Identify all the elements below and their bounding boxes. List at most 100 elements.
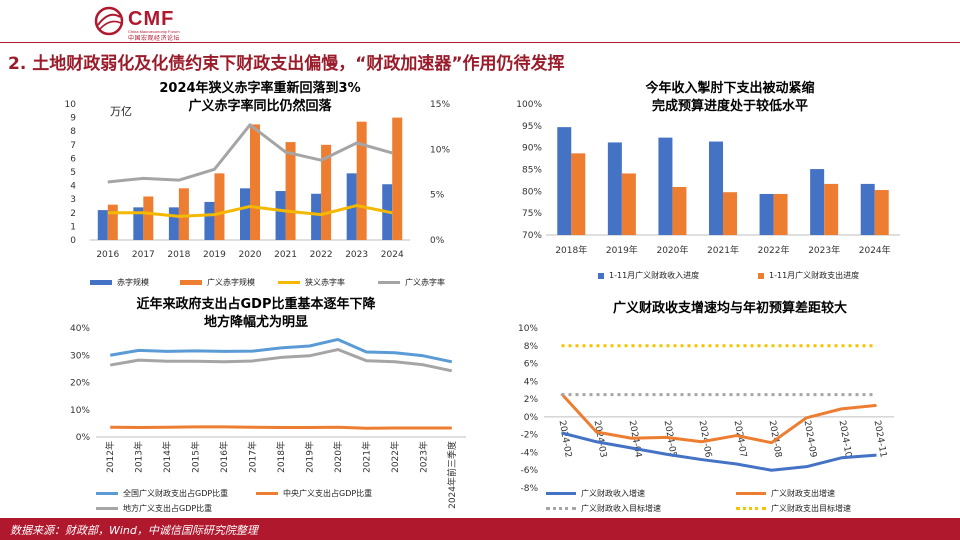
- x-tick-label: 2015年: [190, 441, 202, 473]
- y-tick-label: 10%: [70, 406, 90, 416]
- progress-plot: 70% 75% 80% 85% 90% 95% 100% 2018年 2019年 2020年 202…: [516, 100, 900, 256]
- y-tick-right: 10%: [430, 145, 450, 155]
- x-tick-label: 2024-11: [872, 420, 888, 459]
- bar-revenue-progress: [709, 141, 723, 235]
- bar-broad-deficit: [178, 188, 189, 240]
- x-tick-label: 2019: [203, 250, 226, 260]
- growth-plot: -8% -6% -4% -2% 0% 2% 4% 6% 8% 10% 2024-02 2024-03 2…: [518, 324, 894, 494]
- x-tick-label: 2021年: [360, 441, 372, 473]
- x-tick-label: 2016: [96, 250, 119, 260]
- y-tick-left: 3: [70, 195, 76, 205]
- x-tick-label: 2014年: [161, 441, 173, 473]
- y-tick-left: 5: [70, 168, 76, 178]
- line-local-share: [109, 348, 453, 373]
- legend-item-narrow-rate: 狭义赤字率: [278, 277, 378, 288]
- x-tick-label: 2023: [345, 250, 368, 260]
- bar-broad-deficit: [392, 117, 403, 240]
- gdp-share-chart-title-1: 近年来政府支出占GDP比重基本逐年下降: [136, 297, 376, 312]
- deficit-legend: 赤字规模 广义赤字规模 狭义赤字率 广义赤字率: [90, 277, 490, 288]
- y-tick-label: 8%: [524, 342, 539, 352]
- legend-item-central-share: 中央广义支出占GDP比重: [256, 488, 416, 499]
- bar-expenditure-progress: [874, 190, 889, 235]
- growth-chart-title: 广义财政收支增速均与年初预算差距较大: [612, 301, 847, 316]
- bar-expenditure-progress: [672, 186, 687, 235]
- y-tick-left: 6: [70, 154, 76, 164]
- y-tick-label: 30%: [70, 351, 90, 361]
- bar-expenditure-progress: [723, 192, 737, 235]
- bar-broad-deficit: [250, 124, 260, 240]
- y-tick-left: 8: [70, 127, 76, 137]
- cmf-logo: CMF China Macroeconomy Forum 中国宏观经济论坛: [94, 6, 234, 42]
- bar-revenue-progress: [810, 169, 825, 235]
- header-divider: [0, 42, 960, 43]
- bar-deficit: [204, 201, 215, 240]
- y-tick-right: 15%: [430, 100, 450, 110]
- line-narrow-deficit-rate: [107, 204, 393, 218]
- bar-revenue-progress: [658, 137, 673, 235]
- y-tick-label: 85%: [522, 166, 542, 176]
- bar-broad-deficit: [143, 196, 154, 240]
- legend-item-broad-rate: 广义赤字率: [378, 277, 478, 288]
- bar-deficit: [133, 207, 144, 240]
- y-tick-left: 9: [70, 114, 76, 124]
- deficit-plot: 0 1 2 3 4 5 6 7 8 9 10 0% 5% 10% 15% 2016 2017 2018 2019 20…: [65, 100, 451, 260]
- bar-revenue-progress: [759, 193, 774, 235]
- bar-expenditure-progress: [773, 193, 788, 235]
- x-tick-label: 2020: [239, 250, 262, 260]
- bar-revenue-progress: [860, 183, 875, 235]
- logo-subtitle-en: China Macroeconomy Forum: [128, 29, 180, 34]
- line-central-share: [110, 425, 452, 430]
- x-tick-label: 2023年: [417, 441, 429, 473]
- deficit-unit-label: 万亿: [110, 105, 132, 118]
- x-tick-label: 2023年: [808, 244, 840, 256]
- legend-item-expenditure-growth: 广义财政支出增速: [736, 488, 926, 499]
- bar-deficit: [275, 191, 286, 240]
- x-tick-label: 2017: [132, 250, 155, 260]
- x-tick-label: 2021年: [707, 244, 739, 256]
- y-tick-right: 0%: [430, 236, 445, 246]
- y-tick-label: 100%: [516, 100, 542, 110]
- legend-item-broad-deficit: 广义赤字规模: [180, 277, 278, 288]
- bar-broad-deficit: [214, 173, 225, 240]
- x-tick-label: 2024-03: [592, 420, 608, 459]
- bar-deficit: [240, 188, 250, 240]
- bar-expenditure-progress: [571, 153, 586, 235]
- x-tick-label: 2019年: [303, 441, 315, 473]
- gdp-share-legend: 全国广义财政支出占GDP比重 中央广义支出占GDP比重 地方广义支出占GDP比重: [96, 488, 436, 514]
- footer-bar: 数据来源：财政部，Wind，中诚信国际研究院整理: [0, 518, 960, 540]
- x-tick-label: 2019年: [606, 244, 638, 256]
- bar-revenue-progress: [557, 127, 572, 235]
- y-tick-left: 7: [70, 141, 76, 151]
- progress-chart: 今年收入掣肘下支出被动紧缩 完成预算进度处于较低水平 70% 75% 80% 85% 9…: [510, 78, 950, 293]
- y-tick-label: 40%: [70, 324, 90, 334]
- x-tick-label: 2024-10: [837, 420, 853, 459]
- legend-item-expenditure-progress: 1-11月广义财政支出进度: [758, 270, 918, 281]
- cmf-globe-icon: [94, 6, 124, 36]
- deficit-chart-title-2: 广义赤字率同比仍然回落: [188, 99, 332, 114]
- y-tick-label: 2%: [524, 395, 539, 405]
- line-expenditure-growth: [560, 392, 877, 445]
- line-broad-deficit-rate: [107, 123, 393, 184]
- legend-item-expenditure-target: 广义财政支出目标增速: [736, 503, 926, 514]
- y-tick-label: 4%: [524, 377, 539, 387]
- source-note: 数据来源：财政部，Wind，中诚信国际研究院整理: [10, 524, 258, 537]
- x-tick-label: 2024-07: [732, 420, 748, 459]
- x-tick-label: 2022: [310, 250, 333, 260]
- bar-expenditure-progress: [824, 183, 839, 235]
- legend-item-revenue-growth: 广义财政收入增速: [546, 488, 736, 499]
- gdp-share-chart: 近年来政府支出占GDP比重基本逐年下降 地方降幅尤为明显 0% 10% 20% 30%…: [50, 296, 490, 518]
- x-tick-label: 2016年: [218, 441, 230, 473]
- y-tick-label: -2%: [520, 431, 538, 441]
- x-tick-label: 2012年: [104, 441, 116, 473]
- y-tick-left: 10: [65, 100, 77, 110]
- y-tick-label: 95%: [522, 122, 542, 132]
- x-tick-label: 2017年: [247, 441, 259, 473]
- legend-item-revenue-progress: 1-11月广义财政收入进度: [598, 270, 758, 281]
- legend-item-national-share: 全国广义财政支出占GDP比重: [96, 488, 256, 499]
- y-tick-label: -8%: [520, 484, 538, 494]
- y-tick-right: 5%: [430, 191, 445, 201]
- y-tick-label: 70%: [522, 231, 542, 241]
- x-tick-label: 2024-09: [802, 420, 818, 459]
- y-tick-left: 4: [70, 182, 76, 192]
- x-tick-label: 2018年: [555, 244, 587, 256]
